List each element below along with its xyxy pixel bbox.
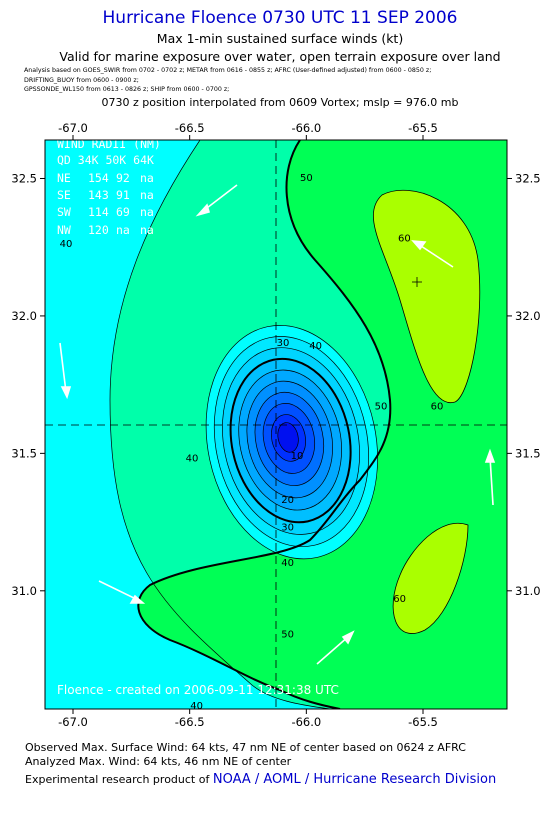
- x-tick-label-top: -65.5: [408, 121, 438, 135]
- arrow-sw: [98, 580, 139, 601]
- contour-40kt: [109, 140, 331, 709]
- y-tick-label-right: 32.0: [515, 309, 541, 323]
- arrow-nw: [202, 184, 238, 212]
- contour-label: 40: [309, 341, 322, 352]
- x-tick-label-bottom: -65.5: [408, 715, 438, 729]
- arrowhead-sw: [129, 594, 146, 604]
- analyzed-max-wind: Analyzed Max. Wind: 64 kts, 46 nm NE of …: [25, 755, 292, 768]
- contour-label: 50: [300, 173, 313, 184]
- plot-frame: [44, 139, 508, 710]
- map-credit: Floence - created on 2006-09-11 12:31:38…: [57, 683, 339, 697]
- arrowhead-ne: [411, 240, 427, 251]
- wind-radii-header: WIND RADII (NM): [57, 137, 161, 151]
- contour-label: 10: [291, 451, 304, 462]
- wind-radii-columns: QD 34K 50K 64K: [57, 153, 154, 167]
- y-tick-label-right: 31.0: [515, 584, 541, 598]
- wind-radii-cell: 120: [88, 223, 109, 237]
- contour-60kt: [373, 189, 481, 404]
- contour-label: 30: [277, 338, 290, 349]
- contour-label: 40: [190, 701, 203, 712]
- x-tick-label-top: -66.0: [291, 121, 321, 135]
- arrowhead-e: [484, 448, 496, 463]
- arrowhead-nw: [195, 203, 210, 217]
- position-note: 0730 z position interpolated from 0609 V…: [101, 96, 459, 109]
- chart-title: Hurricane Floence 0730 UTC 11 SEP 2006: [102, 8, 458, 28]
- wind-radii-cell: na: [140, 188, 154, 202]
- wind-radii-cell: 143: [88, 188, 109, 202]
- contour-50kt: [137, 140, 392, 709]
- contour-label: 50: [281, 630, 294, 641]
- noaa-hrd-link[interactable]: NOAA / AOML / Hurricane Research Divisio…: [212, 772, 497, 787]
- wind-radii-cell: NW: [57, 223, 71, 237]
- wind-radii-cell: SE: [57, 188, 71, 202]
- wind-radii-cell: 114: [88, 205, 109, 219]
- observed-max-wind: Observed Max. Surface Wind: 64 kts, 47 n…: [25, 741, 466, 754]
- y-tick-label-left: 32.5: [11, 171, 37, 185]
- credit-prefix: Experimental research product of: [25, 773, 213, 786]
- contour-label: 60: [393, 594, 406, 605]
- axis-ticks: [40, 135, 512, 714]
- wind-radii-cell: NE: [57, 171, 71, 185]
- x-tick-label-bottom: -67.0: [58, 715, 88, 729]
- chart-subtitle: Max 1-min sustained surface winds (kt): [156, 31, 404, 46]
- contour-labels: 50 60 40 30 50 60 40 10 20 30 40 60 50 40 40: [60, 173, 444, 712]
- wind-radii-cell: na: [140, 171, 154, 185]
- wind-radii-cell: 154: [88, 171, 109, 185]
- x-tick-label-bottom: -66.5: [175, 715, 205, 729]
- wind-radii-table: WIND RADII (NM) QD 34K 50K 64K NE 154 92 na SE…: [57, 137, 161, 237]
- y-tick-label-left: 31.0: [11, 584, 37, 598]
- contour-label: 40: [281, 558, 294, 569]
- arrow-s: [316, 635, 350, 665]
- wind-arrows: [59, 184, 496, 665]
- wind-radii-cell: na: [140, 223, 154, 237]
- wind-radii-cell: SW: [57, 205, 71, 219]
- validity-note: Valid for marine exposure over water, op…: [59, 49, 501, 64]
- region-60kt-south-ring: [392, 522, 469, 634]
- contour-label: 40: [60, 239, 73, 250]
- arrowhead-s: [341, 630, 355, 645]
- x-tick-label-bottom: -66.0: [291, 715, 321, 729]
- x-tick-label-top: -66.5: [175, 121, 205, 135]
- arrow-ne: [417, 243, 454, 268]
- y-tick-label-left: 31.5: [11, 446, 37, 460]
- max-wind-marker: [412, 277, 422, 287]
- arrowhead-w: [60, 386, 72, 400]
- axis-tick-labels: -67.0 -67.0 -66.5 -66.5 -66.0 -66.0 -65.5 -65.5…: [11, 121, 540, 729]
- wind-radii-cell: 69: [116, 205, 130, 219]
- wind-radii-cell: 91: [116, 188, 130, 202]
- contour-label: 40: [186, 454, 199, 465]
- arrow-e: [489, 456, 494, 506]
- region-60kt-north: [373, 190, 480, 403]
- eye-contour-ring: [277, 422, 299, 453]
- wind-radii-cell: na: [116, 223, 130, 237]
- y-tick-label-right: 32.5: [515, 171, 541, 185]
- research-credit: Experimental research product of NOAA / …: [25, 772, 496, 787]
- analysis-line-1: Analysis based on GOES_SWIR from 0702 - …: [24, 67, 432, 74]
- analysis-line-2: DRIFTING_BUOY from 0600 - 0900 z;: [24, 77, 139, 84]
- wind-radii-cell: na: [140, 205, 154, 219]
- contour-label: 30: [281, 522, 294, 533]
- contour-label: 60: [431, 401, 444, 412]
- x-tick-label-top: -67.0: [58, 121, 88, 135]
- wind-radii-cell: 92: [116, 171, 130, 185]
- region-60kt-south: [393, 523, 468, 634]
- y-tick-label-right: 31.5: [515, 446, 541, 460]
- contour-label: 50: [375, 401, 388, 412]
- arrow-w: [59, 342, 67, 393]
- contour-label: 20: [281, 495, 294, 506]
- y-tick-label-left: 32.0: [11, 309, 37, 323]
- analysis-line-3: GPSSONDE_WL150 from 0613 - 0826 z; SHIP …: [24, 86, 230, 93]
- contour-label: 60: [398, 234, 411, 245]
